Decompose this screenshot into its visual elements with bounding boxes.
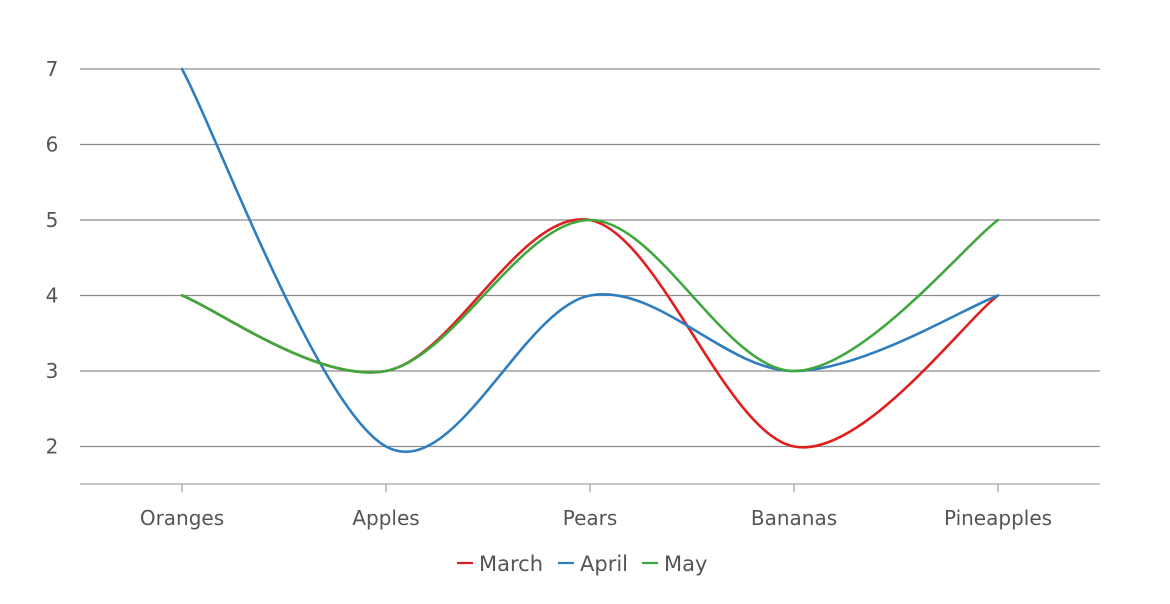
x-axis (80, 483, 1100, 492)
y-tick-label: 2 (46, 435, 59, 459)
legend-label-march: March (479, 552, 543, 576)
series-line-april (180, 67, 1000, 454)
y-tick-label: 3 (46, 359, 59, 383)
legend: March April May (457, 552, 707, 576)
y-axis: 2 3 4 5 6 7 (46, 57, 59, 459)
x-tick-label: Apples (352, 506, 419, 530)
x-tick-label: Bananas (751, 506, 837, 530)
series-layer (180, 67, 1000, 454)
y-tick-label: 4 (46, 284, 59, 308)
legend-label-april: April (580, 552, 628, 576)
grid-layer (80, 68, 1100, 448)
x-tick-label: Pears (563, 506, 618, 530)
x-tick-label: Pineapples (944, 506, 1052, 530)
x-axis-labels: Oranges Apples Pears Bananas Pineapples (140, 506, 1052, 530)
y-tick-label: 7 (46, 57, 59, 81)
legend-label-may: May (664, 552, 707, 576)
series-line-may (180, 218, 1000, 374)
x-tick-label: Oranges (140, 506, 224, 530)
y-tick-label: 5 (46, 208, 59, 232)
y-tick-label: 6 (46, 133, 59, 157)
